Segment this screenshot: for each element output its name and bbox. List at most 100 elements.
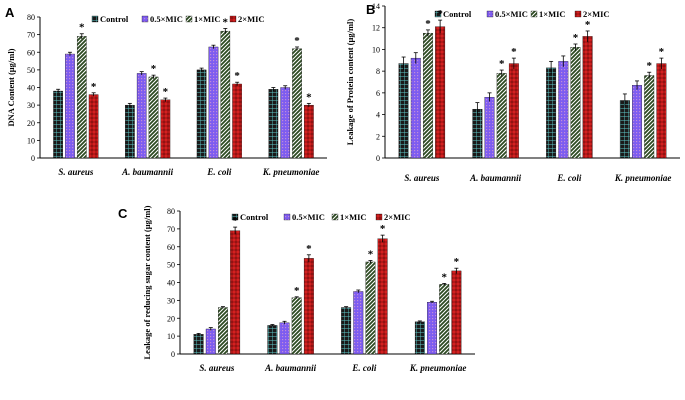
bar-control	[398, 63, 409, 159]
significance-star: *	[585, 19, 591, 31]
panel-letter: A	[5, 5, 15, 20]
significance-star: *	[294, 35, 300, 47]
bar-half-mic	[280, 87, 291, 159]
y-tick-label: 30	[27, 101, 35, 110]
y-tick-label: 50	[27, 66, 35, 75]
bar-control	[193, 334, 204, 355]
y-tick-label: 20	[167, 314, 175, 323]
significance-star: *	[368, 249, 374, 261]
bar-control	[341, 307, 352, 355]
y-tick-label: 70	[167, 225, 175, 234]
bar-control	[472, 108, 483, 159]
y-tick-label: 10	[372, 45, 380, 54]
y-tick-label: 0	[171, 350, 175, 359]
bar-one-mic	[644, 75, 655, 159]
y-tick-label: 70	[27, 31, 35, 40]
bar-two-mic	[451, 270, 462, 355]
x-category-label: S. aureus	[199, 363, 235, 373]
y-tick-label: 4	[376, 111, 380, 120]
bar-one-mic	[570, 47, 581, 159]
legend-swatch-one-mic	[331, 213, 339, 221]
y-tick-label: 40	[167, 279, 175, 288]
significance-star: *	[441, 271, 447, 283]
y-tick-label: 10	[167, 332, 175, 341]
bar-half-mic	[353, 291, 364, 355]
bar-half-mic	[205, 328, 216, 355]
bar-two-mic	[377, 238, 388, 355]
bar-one-mic	[292, 48, 302, 159]
bar-two-mic	[230, 230, 241, 355]
bar-control	[268, 89, 279, 159]
y-tick-label: 6	[376, 89, 380, 98]
significance-star: *	[425, 18, 431, 30]
y-tick-label: 80	[27, 13, 35, 22]
bar-one-mic	[439, 284, 450, 355]
significance-star: *	[646, 60, 652, 72]
legend-swatch-half-mic	[141, 15, 149, 23]
significance-star: *	[91, 81, 97, 93]
significance-star: *	[151, 63, 157, 75]
x-category-label: A. baumannii	[469, 173, 522, 183]
y-tick-label: 30	[167, 296, 175, 305]
significance-star: *	[511, 46, 517, 58]
significance-star: *	[454, 256, 460, 268]
bar-two-mic	[232, 83, 242, 159]
significance-star: *	[232, 215, 238, 227]
significance-star: *	[294, 285, 300, 297]
legend-swatch-two-mic	[229, 15, 237, 23]
x-category-label: S. aureus	[58, 167, 94, 177]
bar-two-mic	[304, 104, 314, 159]
legend-label-two-mic: 2×MIC	[238, 14, 265, 24]
bar-control	[196, 69, 207, 159]
x-category-label: K. pneumoniae	[409, 363, 467, 373]
bar-half-mic	[427, 302, 437, 355]
y-tick-label: 50	[167, 261, 175, 270]
bar-half-mic	[632, 85, 642, 159]
y-tick-label: 0	[31, 154, 35, 163]
bar-one-mic	[423, 32, 433, 159]
x-category-label: K. pneumoniae	[262, 167, 320, 177]
bar-one-mic	[220, 30, 231, 159]
x-category-label: A. baumannii	[121, 167, 174, 177]
bar-one-mic	[76, 36, 87, 159]
bar-one-mic	[148, 76, 159, 159]
y-axis-label: Leakage of reducing sugar content (μg/ml…	[142, 205, 152, 359]
legend-label-control: Control	[100, 14, 129, 24]
significance-star: *	[659, 46, 665, 58]
bar-one-mic	[365, 261, 376, 355]
panel-c-sugar-leakage: C 0 10 20 30 40 50 60 70 80 Leakage of reducing su…	[118, 205, 475, 373]
significance-star: *	[234, 70, 240, 82]
x-category-label: E. coli	[206, 167, 231, 177]
legend-label-half-mic: 0.5×MIC	[292, 212, 325, 222]
significance-star: *	[79, 22, 85, 34]
legend-swatch-two-mic	[574, 10, 582, 18]
bar-one-mic	[496, 73, 507, 159]
significance-star: *	[380, 223, 386, 235]
legend-swatch-one-mic	[530, 10, 538, 18]
y-axis-label: DNA Content (μg/ml)	[6, 48, 16, 126]
y-tick-label: 8	[376, 67, 380, 76]
bar-two-mic	[435, 26, 446, 159]
x-category-label: E. coli	[556, 173, 581, 183]
legend-swatch-two-mic	[375, 213, 383, 221]
bar-control	[125, 104, 135, 159]
legend-label-control: Control	[443, 9, 472, 19]
y-tick-label: 60	[27, 48, 35, 57]
y-tick-label: 12	[372, 24, 380, 33]
significance-star: *	[437, 8, 443, 20]
legend-swatch-control	[231, 213, 239, 221]
legend-label-control: Control	[240, 212, 269, 222]
y-tick-label: 0	[376, 154, 380, 163]
bar-half-mic	[279, 322, 290, 355]
panel-letter: B	[366, 2, 375, 17]
legend-swatch-one-mic	[185, 15, 193, 23]
y-tick-label: 14	[372, 2, 380, 11]
y-tick-label: 80	[167, 207, 175, 216]
significance-star: *	[223, 16, 229, 28]
significance-star: *	[306, 243, 312, 255]
panel-a-dna-content: A 0 10 20 30 40 50 60 70 80 DNA Content (μg/ml) Con…	[5, 5, 327, 177]
y-tick-label: 10	[27, 136, 35, 145]
bar-control	[267, 325, 278, 355]
significance-star: *	[306, 91, 312, 103]
